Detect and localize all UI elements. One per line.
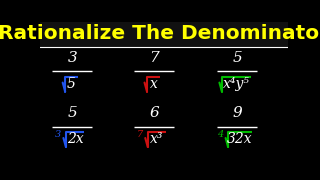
Text: 5: 5 bbox=[232, 51, 242, 65]
Text: 3: 3 bbox=[68, 51, 77, 65]
Text: 5: 5 bbox=[67, 77, 76, 91]
Text: 3: 3 bbox=[55, 130, 61, 139]
Text: 32x: 32x bbox=[227, 132, 253, 146]
Text: 4: 4 bbox=[217, 130, 223, 139]
Text: 7: 7 bbox=[136, 130, 143, 139]
Text: x: x bbox=[149, 77, 157, 91]
Text: 9: 9 bbox=[232, 106, 242, 120]
Text: 7: 7 bbox=[149, 51, 159, 65]
Text: 6: 6 bbox=[149, 106, 159, 120]
Text: 2x: 2x bbox=[67, 132, 84, 146]
Text: x⁴y⁵: x⁴y⁵ bbox=[223, 77, 250, 91]
Text: x³: x³ bbox=[150, 132, 164, 146]
Text: Rationalize The Denominator: Rationalize The Denominator bbox=[0, 24, 320, 43]
Bar bbox=[40, 22, 288, 47]
Text: 5: 5 bbox=[68, 106, 77, 120]
